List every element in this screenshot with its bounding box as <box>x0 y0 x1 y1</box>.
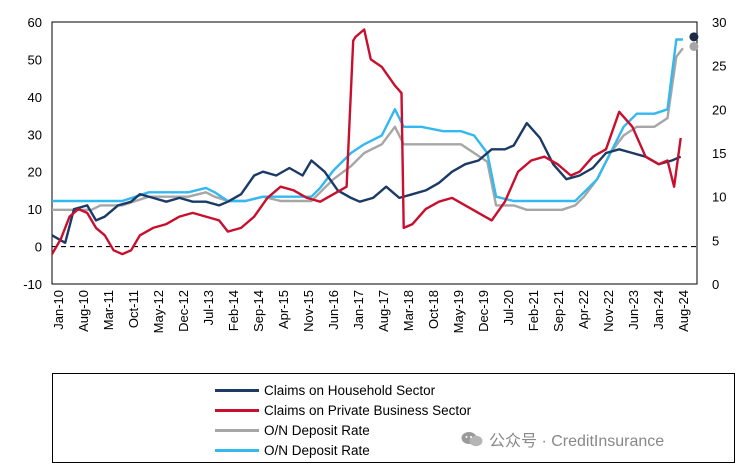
series-line-household <box>51 121 682 245</box>
legend-item-household: Claims on Household Sector <box>215 380 435 400</box>
x-tick-label: Sep-21 <box>551 290 566 332</box>
y-left-tick-label: 20 <box>28 165 42 180</box>
end-marker-1 <box>689 32 699 42</box>
y-left-tick-label: 60 <box>28 15 42 30</box>
x-tick-label: Apr-15 <box>276 290 291 329</box>
x-tick-label: Feb-14 <box>226 290 241 331</box>
legend: Claims on Household Sector Claims on Pri… <box>52 373 735 463</box>
legend-swatch-business <box>215 408 259 412</box>
legend-label-deposit-grey: O/N Deposit Rate <box>264 422 370 438</box>
y-left-tick-label: 50 <box>28 52 42 67</box>
x-tick-label: Jun-23 <box>626 290 641 330</box>
x-tick-label: Apr-22 <box>576 290 591 329</box>
series-line-deposit-grey <box>52 47 684 212</box>
y-right-tick-label: 20 <box>712 102 726 117</box>
x-tick-label: Mar-11 <box>101 290 116 330</box>
x-tick-label: Oct-11 <box>126 290 141 328</box>
x-tick-label: Nov-15 <box>301 290 316 332</box>
x-tick-label: Aug-17 <box>376 290 391 332</box>
y-left-tick-label: 30 <box>28 127 42 142</box>
x-tick-label: Jan-10 <box>51 290 66 330</box>
x-tick-label: Jan-24 <box>651 290 666 330</box>
x-tick-label: Dec-19 <box>476 290 491 332</box>
x-tick-label: Mar-18 <box>401 290 416 331</box>
y-right-tick-label: 15 <box>712 146 726 161</box>
x-tick-label: May-12 <box>151 290 166 333</box>
x-tick-label: Dec-12 <box>176 290 191 332</box>
x-tick-label: May-19 <box>451 290 466 333</box>
series-line-deposit-blue <box>52 38 683 203</box>
y-left-tick-label: 40 <box>28 90 42 105</box>
wechat-icon <box>461 432 483 447</box>
y-left-tick-label: -10 <box>23 277 42 292</box>
legend-item-deposit-grey: O/N Deposit Rate <box>215 420 370 440</box>
watermark-text: 公众号 · CreditInsurance <box>489 433 665 450</box>
x-tick-label: Jun-16 <box>326 290 341 330</box>
y-left-tick-label: 0 <box>35 240 42 255</box>
legend-label-household: Claims on Household Sector <box>264 382 436 398</box>
legend-swatch-household <box>215 388 259 392</box>
plot-frame <box>51 21 698 285</box>
end-marker-2 <box>689 41 699 51</box>
x-tick-label: Jan-17 <box>351 290 366 330</box>
y-right-tick-label: 5 <box>712 233 719 248</box>
legend-label-business: Claims on Private Business Sector <box>264 402 472 418</box>
series-line-business <box>50 28 682 256</box>
x-tick-label: Jul-13 <box>201 290 216 325</box>
y-right-tick-label: 30 <box>712 15 726 30</box>
legend-swatch-deposit-grey <box>215 428 259 432</box>
x-tick-label: Feb-21 <box>526 290 541 331</box>
watermark: 公众号 · CreditInsurance <box>461 427 664 451</box>
legend-label-deposit-blue: O/N Deposit Rate <box>264 442 370 458</box>
x-tick-label: Nov-22 <box>601 290 616 332</box>
legend-item-business: Claims on Private Business Sector <box>215 400 471 420</box>
x-tick-label: Jul-20 <box>501 290 516 325</box>
legend-swatch-deposit-blue <box>215 448 259 452</box>
y-right-tick-label: 0 <box>712 277 719 292</box>
y-left-tick-label: 10 <box>28 202 42 217</box>
x-tick-label: Aug-10 <box>76 290 91 332</box>
x-tick-label: Sep-14 <box>251 290 266 332</box>
y-right-tick-label: 25 <box>712 59 726 74</box>
x-tick-label: Oct-18 <box>426 290 441 329</box>
y-right-tick-label: 10 <box>712 190 726 205</box>
legend-item-deposit-blue: O/N Deposit Rate <box>215 440 370 460</box>
x-tick-label: Aug-24 <box>676 290 691 332</box>
